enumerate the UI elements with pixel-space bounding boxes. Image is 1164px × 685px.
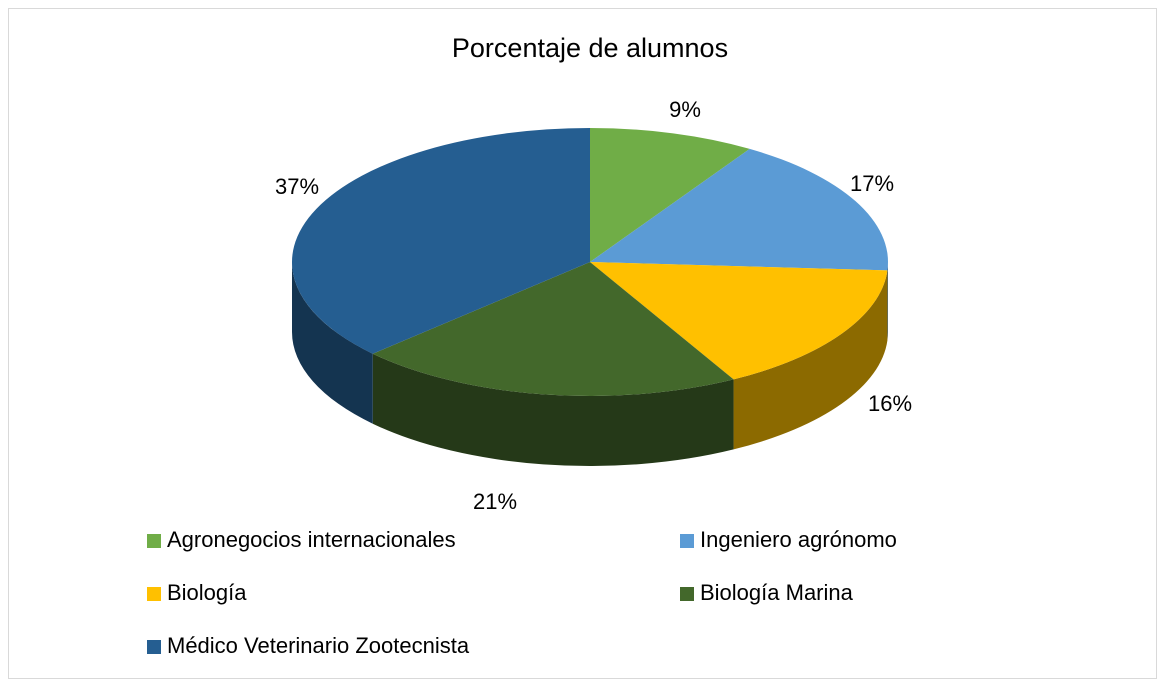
legend-label: Agronegocios internacionales <box>167 527 456 552</box>
chart-title: Porcentaje de alumnos <box>452 33 728 63</box>
legend-label: Biología Marina <box>700 580 854 605</box>
pie-side <box>733 270 888 450</box>
legend-swatch <box>147 640 161 654</box>
data-label: 9% <box>669 97 701 122</box>
legend-label: Médico Veterinario Zootecnista <box>167 633 470 658</box>
pie-side <box>887 262 888 341</box>
pie-slice <box>590 262 888 380</box>
legend-swatch <box>680 534 694 548</box>
pie-tops <box>292 127 888 397</box>
data-label: 21% <box>473 489 517 514</box>
pie-side <box>372 353 734 466</box>
pie-side <box>292 262 373 424</box>
pie-slice <box>590 128 750 262</box>
pie-slice <box>292 127 590 354</box>
pie-slice <box>590 148 888 271</box>
pie-sides <box>292 262 888 466</box>
legend-swatch <box>147 587 161 601</box>
legend-swatch <box>680 587 694 601</box>
data-label: 16% <box>868 391 912 416</box>
data-label: 37% <box>275 174 319 199</box>
legend-label: Biología <box>167 580 247 605</box>
legend-swatch <box>147 534 161 548</box>
pie-slice <box>372 262 734 397</box>
data-label: 17% <box>850 171 894 196</box>
legend-label: Ingeniero agrónomo <box>700 527 897 552</box>
